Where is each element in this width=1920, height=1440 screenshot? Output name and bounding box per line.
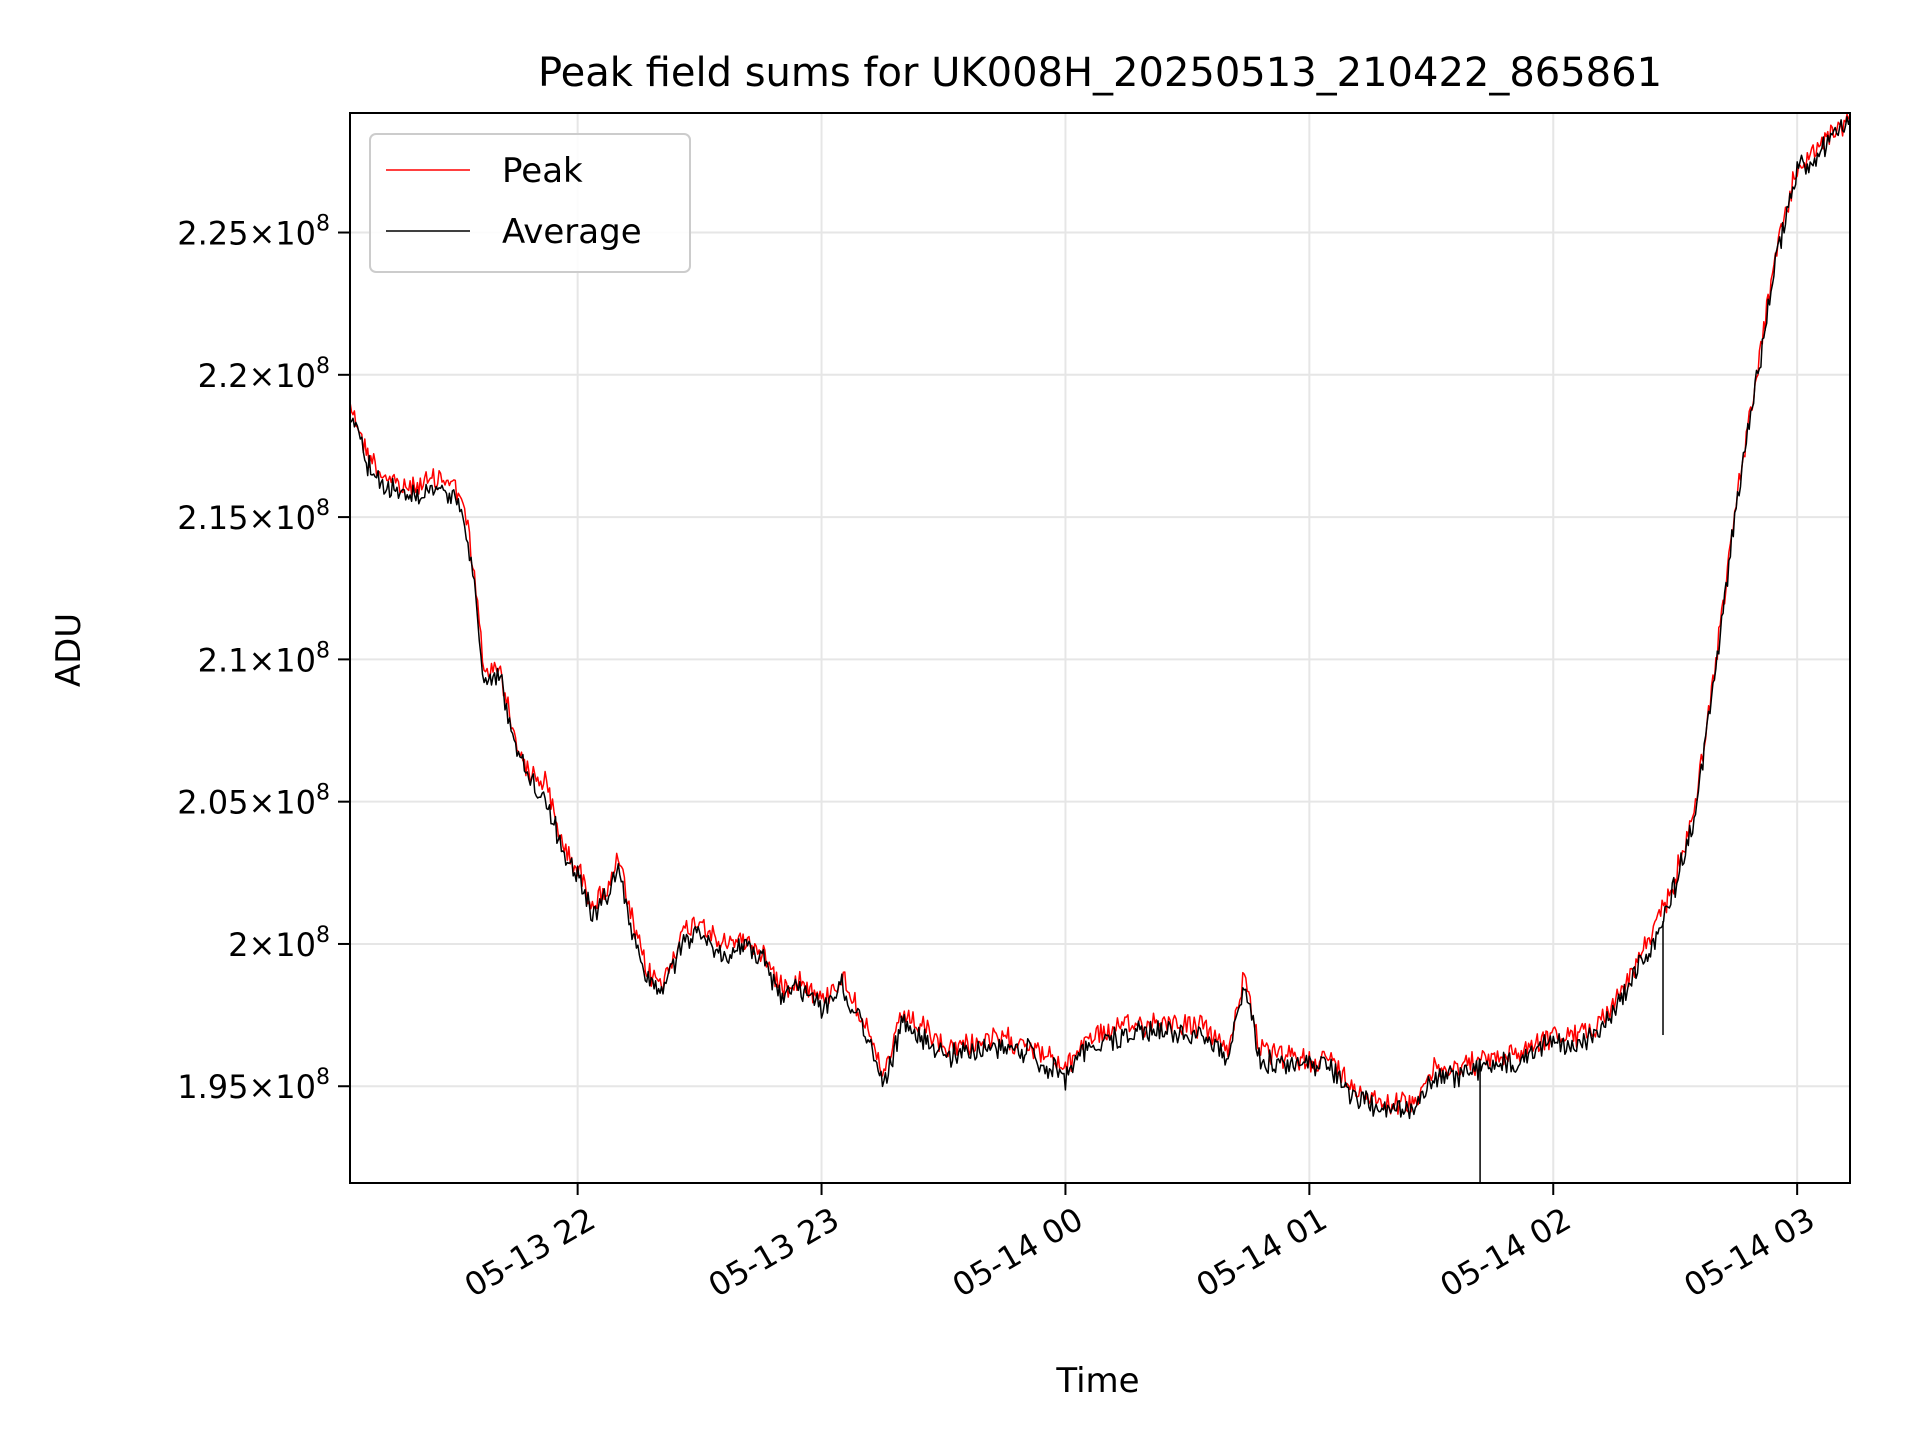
y-tick-exponent: 8 <box>316 1065 330 1090</box>
series-line-average <box>349 116 1851 1120</box>
y-tick-exponent: 8 <box>316 638 330 663</box>
y-tick-times: ×10 <box>248 784 316 822</box>
y-tick-times: ×10 <box>248 357 316 395</box>
series-layer <box>349 113 1851 1183</box>
y-tick-exponent: 8 <box>316 354 330 379</box>
y-tick-label: 2.05×108 <box>177 781 330 822</box>
legend-label-average: Average <box>502 212 642 252</box>
chart-title: Peak field sums for UK008H_20250513_2104… <box>538 50 1662 96</box>
y-tick-mantissa: 2.2 <box>198 357 249 395</box>
legend: Peak Average <box>369 133 691 273</box>
y-tick-times: ×10 <box>248 215 316 253</box>
legend-box <box>369 133 691 273</box>
y-tick-label: 1.95×108 <box>177 1065 330 1106</box>
y-tick-label: 2.15×108 <box>177 496 330 537</box>
y-tick-label: 2.1×108 <box>198 638 330 679</box>
grid <box>350 113 1850 1183</box>
y-tick-times: ×10 <box>248 1068 316 1106</box>
y-tick-exponent: 8 <box>316 496 330 521</box>
y-tick-mantissa: 2.05 <box>177 784 248 822</box>
legend-label-peak: Peak <box>502 151 583 191</box>
y-tick-mantissa: 2.25 <box>177 215 248 253</box>
y-tick-label: 2×108 <box>228 923 330 964</box>
y-tick-times: ×10 <box>248 499 316 537</box>
y-tick-mantissa: 1.95 <box>177 1068 248 1106</box>
series-line-peak <box>349 113 1851 1115</box>
y-tick-mantissa: 2.15 <box>177 499 248 537</box>
y-tick-label: 2.2×108 <box>198 354 330 395</box>
y-tick-exponent: 8 <box>316 923 330 948</box>
y-tick-times: ×10 <box>248 926 316 964</box>
plot-frame <box>349 112 1851 1184</box>
y-tick-exponent: 8 <box>316 781 330 806</box>
x-axis-label: Time <box>1055 1361 1139 1401</box>
y-tick-mantissa: 2.1 <box>198 641 249 679</box>
y-tick-mantissa: 2 <box>228 926 248 964</box>
y-axis-label: ADU <box>49 613 89 687</box>
y-tick-times: ×10 <box>248 641 316 679</box>
y-tick-label: 2.25×108 <box>177 212 330 253</box>
y-tick-exponent: 8 <box>316 212 330 237</box>
